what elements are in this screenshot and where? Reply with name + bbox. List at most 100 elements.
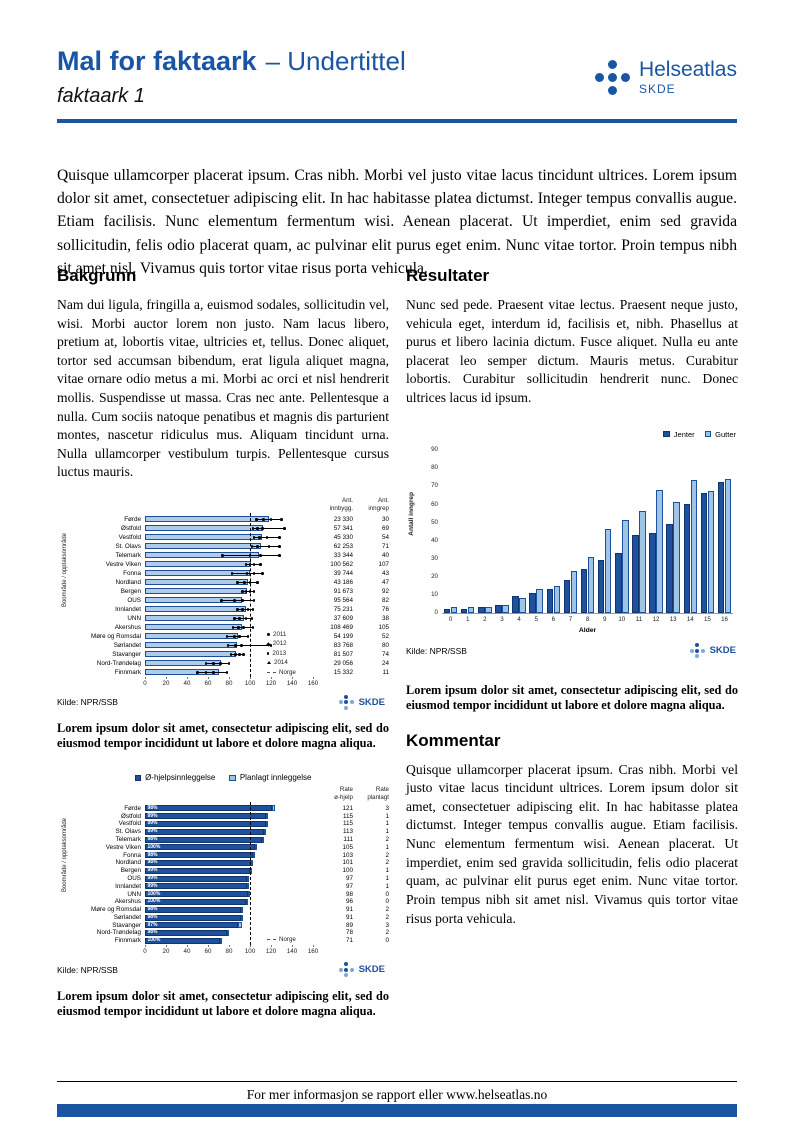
legend-label: Gutter bbox=[715, 429, 736, 439]
y-tick-label: 20 bbox=[431, 572, 438, 580]
planlagt-bar bbox=[240, 914, 243, 921]
year-marker-dot bbox=[252, 599, 256, 602]
year-marker-dot bbox=[240, 644, 243, 647]
year-marker-dot bbox=[250, 545, 254, 548]
skde-logo-dots-icon bbox=[338, 962, 355, 979]
jenter-bar bbox=[512, 596, 519, 613]
chart-inngrep-by-age: Jenter Gutter Antall inngrep 0 10 20 30 40 50 60 7… bbox=[406, 430, 738, 672]
rate-bar bbox=[145, 650, 237, 657]
rate-planlagt-value: 2 bbox=[385, 851, 389, 859]
x-tick-label: 8 bbox=[585, 615, 590, 623]
chart-rows: Boområde / opptaksområde Førde 23 330 30 Øst… bbox=[57, 512, 389, 677]
rate-ohjelp-value: 78 bbox=[345, 929, 353, 937]
innbygg-value: 91 673 bbox=[333, 587, 353, 595]
legend-label: Planlagt innleggelse bbox=[239, 773, 312, 783]
bar-group bbox=[545, 585, 562, 613]
year-marker-dot bbox=[234, 644, 237, 647]
whisker-line bbox=[234, 618, 253, 620]
bars-area bbox=[442, 450, 733, 613]
jenter-bar bbox=[443, 609, 451, 613]
rate-ohjelp-value: 97 bbox=[345, 882, 353, 890]
region-label: Nord-Trøndelag bbox=[96, 929, 141, 937]
planlagt-bar bbox=[253, 852, 256, 859]
axis-tick-label: 60 bbox=[204, 679, 212, 687]
pct-label: 98% bbox=[147, 913, 158, 920]
x-tick-label: 11 bbox=[635, 615, 643, 623]
bar-cell: 99% bbox=[145, 875, 313, 883]
chart-row: St. Olavs 99% 113 1 bbox=[57, 828, 389, 836]
rate-bar bbox=[145, 641, 238, 648]
region-label: Fonna bbox=[123, 569, 141, 577]
region-label: UNN bbox=[127, 614, 141, 622]
page-subtitle: faktaark 1 bbox=[57, 85, 145, 107]
whisker-line bbox=[231, 654, 244, 656]
bar-cell bbox=[145, 515, 313, 524]
ohjelp-bar bbox=[145, 906, 241, 913]
axis-tick-label: 60 bbox=[204, 947, 212, 955]
pct-label: 100% bbox=[147, 898, 161, 905]
year-marker-dot bbox=[241, 590, 244, 593]
axis-tick bbox=[250, 944, 251, 948]
rate-bar bbox=[145, 668, 219, 675]
bar-cell: 99% bbox=[145, 867, 313, 875]
rate-ohjelp-value: 105 bbox=[342, 843, 353, 851]
bar-cell bbox=[145, 533, 313, 542]
jenter-bar bbox=[580, 569, 588, 613]
footer-text: For mer informasjon se rapport eller www… bbox=[246, 1087, 548, 1102]
bar-group bbox=[562, 571, 579, 613]
rate-planlagt-value: 2 bbox=[385, 859, 389, 867]
ohjelp-bar bbox=[145, 859, 252, 866]
innbygg-value: 15 332 bbox=[333, 668, 353, 676]
axis-tick-label: 160 bbox=[307, 679, 319, 687]
chart-rate-by-area: Ant. innbygg. Ant. inngrep Boområde / oppt… bbox=[57, 497, 389, 710]
year-marker-icon bbox=[266, 642, 271, 647]
axis-tick bbox=[313, 676, 314, 680]
year-marker-dot bbox=[250, 617, 254, 620]
rate-bar bbox=[145, 632, 239, 639]
axis-tick-label: 80 bbox=[225, 947, 233, 955]
axis-tick bbox=[292, 944, 293, 948]
chart3-caption: Lorem ipsum dolor sit amet, consectetur … bbox=[57, 989, 389, 1019]
col-header-inngrep: Ant. inngrep bbox=[368, 497, 389, 512]
axis-tick bbox=[187, 676, 188, 680]
y-axis-label: Boområde / opptaksområde bbox=[62, 818, 68, 893]
gutter-bar bbox=[536, 589, 543, 613]
bar-cell bbox=[145, 587, 313, 596]
planlagt-bar bbox=[261, 836, 264, 843]
gutter-bar bbox=[690, 480, 698, 613]
rate-planlagt-value: 1 bbox=[385, 843, 389, 851]
y-tick-label: 50 bbox=[431, 518, 438, 526]
year-marker-dot bbox=[252, 536, 256, 539]
whisker-line bbox=[205, 663, 229, 665]
x-tick-label: 2 bbox=[483, 615, 487, 623]
year-marker-dot bbox=[280, 518, 283, 521]
inngrep-value: 52 bbox=[381, 632, 389, 640]
year-marker-dot bbox=[259, 563, 262, 566]
bar-cell: 98% bbox=[145, 906, 313, 914]
chart-row: OUS 95 564 82 bbox=[57, 596, 389, 605]
pct-label: 98% bbox=[147, 835, 158, 842]
x-axis-label: Alder bbox=[578, 626, 597, 634]
whisker-line bbox=[237, 609, 254, 611]
region-label: Innlandet bbox=[115, 882, 141, 890]
year-marker-dot bbox=[242, 626, 245, 629]
bar-cell bbox=[145, 605, 313, 614]
ohjelp-bar bbox=[145, 805, 273, 812]
year-marker-dot bbox=[237, 626, 240, 629]
year-marker-dot bbox=[241, 599, 244, 602]
year-marker-dot bbox=[255, 518, 258, 521]
col-header-innbygg: Ant. innbygg. bbox=[329, 497, 353, 512]
jenter-bar bbox=[478, 607, 485, 613]
ohjelp-bar bbox=[145, 930, 227, 937]
pct-label: 99% bbox=[147, 874, 158, 881]
year-marker-icon bbox=[267, 661, 271, 665]
year-marker-dot bbox=[226, 644, 230, 647]
rate-bar bbox=[145, 596, 242, 603]
x-tick-label: 14 bbox=[686, 615, 694, 623]
x-tick-label: 0 bbox=[448, 615, 453, 623]
ohjelp-bar bbox=[145, 922, 239, 929]
gutter-bar bbox=[622, 520, 629, 613]
column-headers: Ant. innbygg. Ant. inngrep bbox=[57, 497, 389, 512]
rate-planlagt-value: 0 bbox=[385, 937, 389, 945]
pct-label: 97% bbox=[147, 921, 158, 928]
